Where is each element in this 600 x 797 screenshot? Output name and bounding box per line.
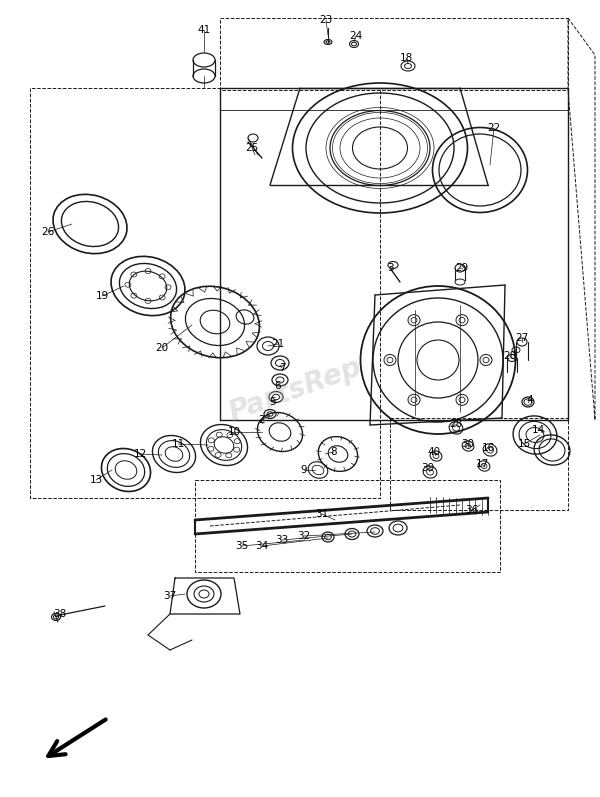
Text: 8: 8 [331,447,337,457]
Text: 37: 37 [163,591,176,601]
Text: 36: 36 [466,505,479,515]
Text: 19: 19 [95,291,109,301]
Text: 15: 15 [517,439,530,449]
Text: 26: 26 [41,227,55,237]
Text: 21: 21 [271,339,284,349]
Text: 13: 13 [89,475,103,485]
Text: 4: 4 [527,395,533,405]
Text: 20: 20 [155,343,169,353]
Text: PartsRep: PartsRep [224,353,365,427]
Text: 39: 39 [421,463,434,473]
Text: 29: 29 [455,263,469,273]
Text: 3: 3 [386,263,394,273]
Text: 32: 32 [298,531,311,541]
Text: 17: 17 [475,459,488,469]
Text: 38: 38 [53,609,67,619]
Text: 9: 9 [301,465,307,475]
Text: 34: 34 [256,541,269,551]
Text: 23: 23 [319,15,332,25]
Text: 2: 2 [259,415,265,425]
Text: 31: 31 [316,509,329,519]
Text: 14: 14 [532,425,545,435]
Text: 11: 11 [172,439,185,449]
Text: 33: 33 [275,535,289,545]
Text: 6: 6 [275,381,281,391]
Text: 5: 5 [269,397,275,407]
Text: 22: 22 [487,123,500,133]
Text: 30: 30 [461,439,475,449]
Text: 40: 40 [427,447,440,457]
Text: 18: 18 [400,53,413,63]
Text: 25: 25 [245,143,259,153]
Text: 16: 16 [481,443,494,453]
Text: 24: 24 [349,31,362,41]
Text: 41: 41 [197,25,211,35]
Text: 12: 12 [133,449,146,459]
Text: 7: 7 [278,363,286,373]
Text: 28: 28 [449,419,463,429]
Text: 10: 10 [227,427,241,437]
Text: 27: 27 [515,333,529,343]
Text: 28: 28 [503,351,517,361]
Text: 35: 35 [235,541,248,551]
